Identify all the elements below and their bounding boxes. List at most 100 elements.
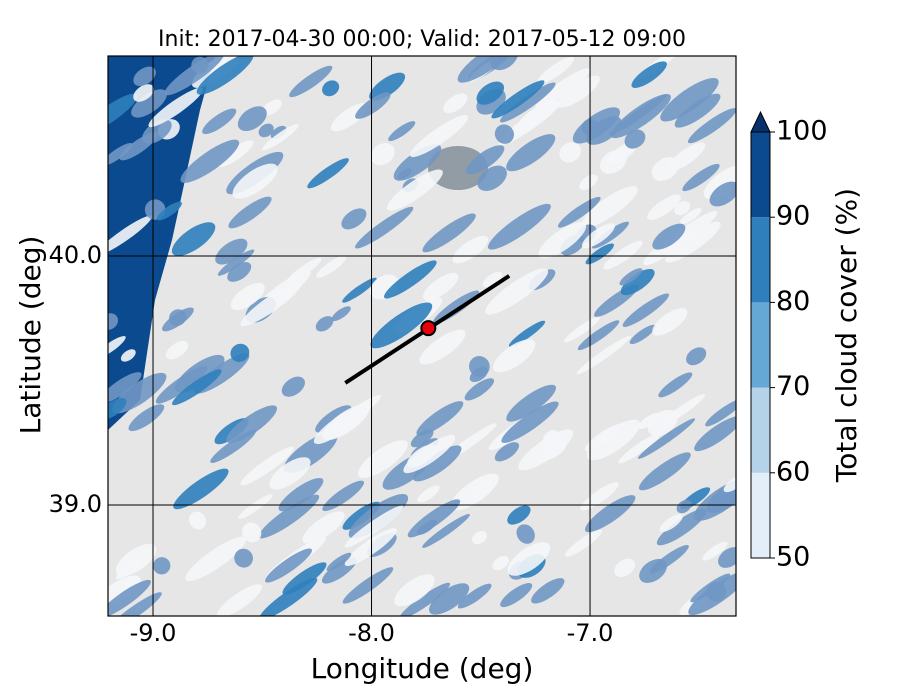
cloud-cell (723, 475, 736, 493)
cloud-cell (476, 81, 505, 105)
cloud-cell (579, 174, 598, 190)
cloud-cell (196, 56, 254, 95)
cloud-cell (468, 356, 490, 377)
cloud-cell (316, 255, 347, 278)
cloud-cell (384, 260, 437, 299)
cloud-cell (394, 574, 435, 607)
cloud-cell (172, 369, 222, 406)
cloud-cell (388, 121, 416, 142)
map-frame (107, 55, 737, 617)
x-tick-label: -8.0 (348, 619, 395, 647)
colorbar-band (751, 472, 770, 558)
cloud-cell (269, 457, 311, 490)
map-area (108, 56, 736, 616)
cloud-cell (108, 575, 139, 612)
cloud-cell (108, 215, 152, 255)
cloud-cell (331, 306, 351, 322)
cloud-cell (516, 99, 559, 132)
cloud-cell (227, 262, 252, 282)
cloud-cell (386, 169, 443, 211)
cloud-cell (416, 401, 464, 436)
cloud-cell (410, 114, 469, 158)
cloud-cell (419, 329, 466, 365)
y-tick-label: 39.0 (49, 490, 102, 518)
cloud-cell (629, 324, 656, 345)
cloud-cell (584, 424, 622, 452)
cloud-cell (666, 142, 706, 172)
cloud-cell (242, 522, 262, 543)
cloud-cell (369, 72, 406, 101)
colorbar-band (751, 217, 770, 303)
cloud-cell (538, 222, 587, 259)
cloud-cell (656, 508, 707, 546)
cloud-cell (215, 238, 248, 265)
cloud-cell (232, 163, 278, 199)
colorbar-tick-label: 70 (776, 371, 810, 402)
cloud-cell (307, 158, 349, 189)
y-axis-label: Latitude (deg) (14, 236, 47, 435)
cloud-cell (226, 405, 278, 444)
cloud-cell (638, 452, 691, 491)
cloud-cell (585, 495, 636, 533)
cloud-cell (658, 372, 693, 398)
cloud-cell (322, 80, 340, 97)
cloud-cell (494, 124, 514, 144)
cloud-cell (619, 268, 643, 286)
cloud-cell (228, 196, 272, 229)
cloud-cell (152, 557, 171, 575)
cloud-cell (679, 208, 702, 225)
cloud-cell (189, 511, 207, 530)
x-tick-label: -7.0 (567, 619, 614, 647)
cloud-cell (491, 80, 545, 119)
cloud-cell (443, 93, 468, 114)
y-tick-label: 40.0 (49, 241, 102, 269)
cloud-cell (165, 340, 189, 360)
cloud-cell (492, 556, 509, 571)
cloud-cell (610, 93, 671, 139)
cloud-cell (490, 56, 518, 71)
cloud-cell (370, 143, 395, 166)
cloud-cell (500, 583, 533, 608)
cloud-cell (286, 257, 322, 283)
cloud-cell (156, 201, 182, 221)
cloud-cell (465, 145, 505, 175)
cloud-cell (506, 134, 556, 172)
cloud-cell (702, 541, 728, 561)
cloud-cell (429, 583, 470, 615)
cloud-cell (494, 442, 520, 462)
cloud-cell (516, 524, 535, 544)
cloud-cell (591, 221, 629, 249)
cloud-cell (240, 282, 302, 327)
cloud-cell (270, 125, 287, 139)
cloud-cell (403, 435, 456, 474)
cloud-cell (133, 84, 154, 102)
title: Init: 2017-04-30 00:00; Valid: 2017-05-1… (158, 27, 686, 52)
cloud-cell (506, 384, 556, 422)
cloud-cell (342, 567, 394, 604)
cloud-cell (278, 477, 324, 512)
cloud-cell (614, 558, 636, 578)
cloud-cell (637, 418, 696, 459)
site-marker (420, 320, 437, 337)
cloud-cell (432, 290, 480, 325)
cloud-cell (464, 378, 495, 401)
cloud-cell (674, 93, 721, 128)
cloud-cell (422, 213, 476, 253)
cloud-cell (202, 108, 237, 135)
cloud-cell (690, 573, 731, 603)
cloud-cell (344, 505, 404, 548)
cloud-cell (131, 89, 168, 118)
cloud-cell (329, 395, 381, 432)
colorbar-tick-label: 100 (776, 116, 828, 147)
cloud-cell (108, 397, 127, 420)
cloud-cell (686, 347, 707, 366)
cloud-cell (128, 404, 165, 432)
cloud-cell (624, 129, 646, 149)
cloud-cell (687, 108, 736, 144)
cloud-cell (108, 372, 142, 404)
terrain-shading (428, 146, 488, 190)
cloud-cell (499, 82, 556, 123)
cloud-cell (485, 268, 549, 315)
cloud-cell (265, 548, 312, 583)
cloud-cell (148, 87, 204, 128)
